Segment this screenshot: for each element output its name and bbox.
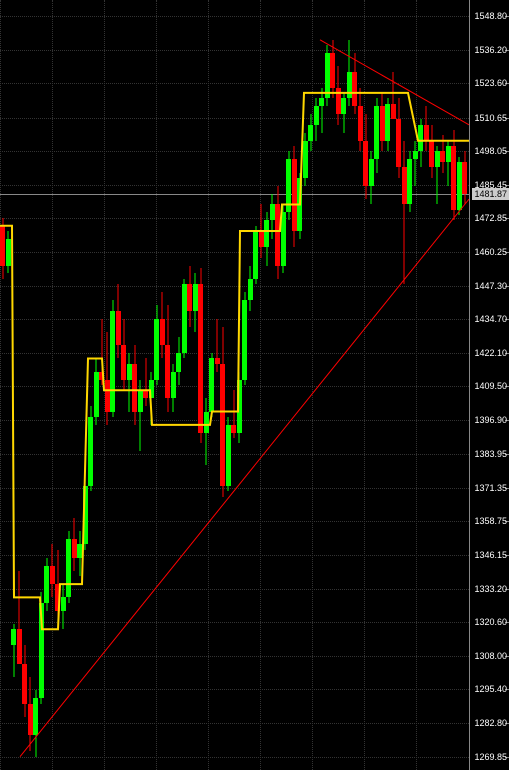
chart-plot-area[interactable]	[0, 0, 469, 770]
grid-line-horizontal	[0, 319, 469, 320]
y-axis-label: 1346.15	[474, 550, 507, 560]
grid-line-horizontal	[0, 757, 469, 758]
grid-line-horizontal	[0, 16, 469, 17]
y-axis-label: 1523.60	[474, 78, 507, 88]
y-axis-label: 1447.30	[474, 281, 507, 291]
grid-line-horizontal	[0, 454, 469, 455]
grid-line-horizontal	[0, 488, 469, 489]
grid-line-horizontal	[0, 622, 469, 623]
grid-line-horizontal	[0, 386, 469, 387]
y-axis: 1269.85 1282.80 1295.40 1308.00 1320.60 1333.…	[469, 0, 509, 770]
grid-line-horizontal	[0, 218, 469, 219]
grid-line-horizontal	[0, 689, 469, 690]
y-axis-label: 1295.40	[474, 684, 507, 694]
y-axis-label: 1422.10	[474, 348, 507, 358]
y-axis-label: 1548.80	[474, 11, 507, 21]
grid-line-horizontal	[0, 353, 469, 354]
y-axis-label: 1269.85	[474, 752, 507, 762]
grid-line-horizontal	[0, 185, 469, 186]
y-axis-label: 1434.70	[474, 314, 507, 324]
y-axis-label: 1460.25	[474, 247, 507, 257]
y-axis-label: 1320.60	[474, 617, 507, 627]
y-axis-label: 1333.20	[474, 584, 507, 594]
y-axis-label: 1409.50	[474, 381, 507, 391]
grid-line-horizontal	[0, 723, 469, 724]
grid-line-vertical	[260, 0, 261, 770]
y-axis-label: 1472.85	[474, 213, 507, 223]
y-axis-label: 1536.20	[474, 45, 507, 55]
current-price-label: 1481.87	[472, 188, 509, 200]
y-axis-label: 1308.00	[474, 651, 507, 661]
grid-line-horizontal	[0, 420, 469, 421]
grid-line-horizontal	[0, 286, 469, 287]
y-axis-label: 1498.05	[474, 146, 507, 156]
grid-line-vertical	[416, 0, 417, 770]
y-axis-label: 1510.65	[474, 113, 507, 123]
grid-line-horizontal	[0, 50, 469, 51]
grid-line-horizontal	[0, 521, 469, 522]
grid-line-vertical	[156, 0, 157, 770]
y-axis-label: 1396.90	[474, 415, 507, 425]
y-axis-label: 1358.75	[474, 516, 507, 526]
grid-line-vertical	[0, 0, 1, 770]
grid-line-horizontal	[0, 83, 469, 84]
grid-line-horizontal	[0, 252, 469, 253]
y-axis-label: 1371.35	[474, 483, 507, 493]
y-axis-label: 1383.95	[474, 449, 507, 459]
y-axis-label: 1282.80	[474, 718, 507, 728]
current-price-line	[0, 194, 469, 195]
grid-line-horizontal	[0, 656, 469, 657]
grid-line-vertical	[52, 0, 53, 770]
